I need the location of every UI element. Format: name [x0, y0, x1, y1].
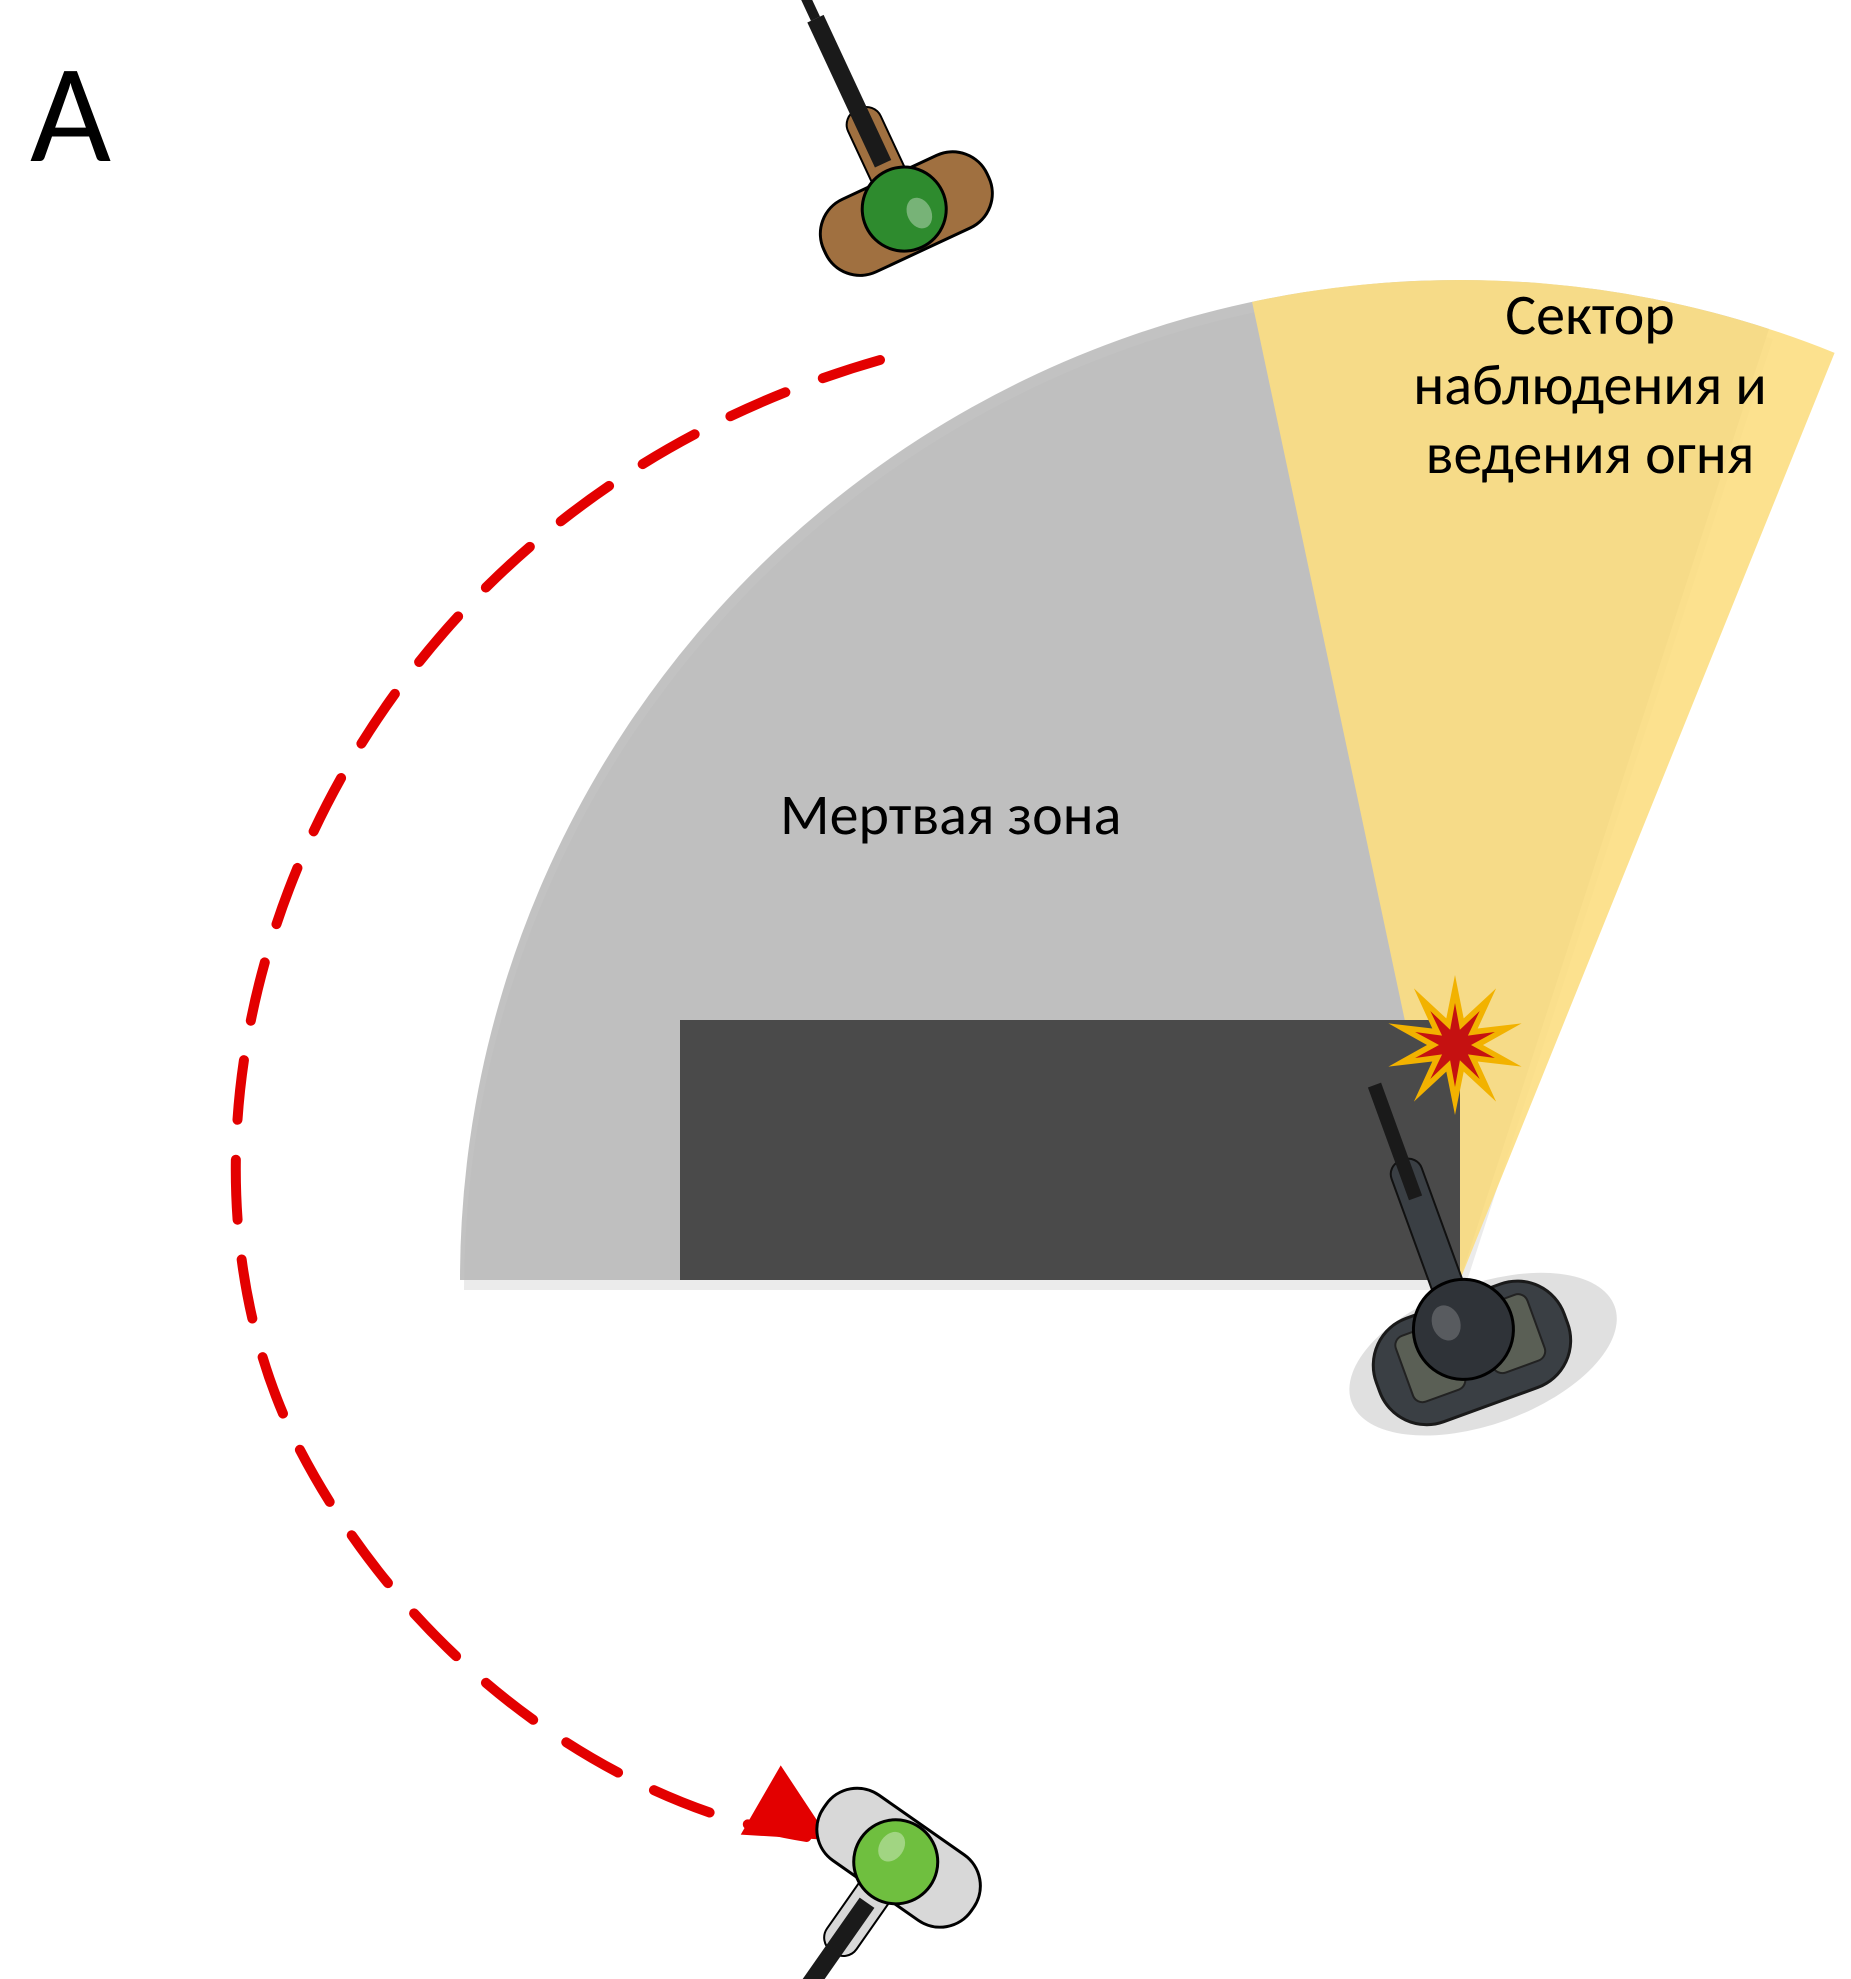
enemy-top-soldier — [664, 0, 1005, 288]
obstacle-rect — [680, 1020, 1460, 1280]
fire-sector-label: Секторнаблюдения иведения огня — [1380, 280, 1800, 489]
panel-letter: А — [30, 30, 111, 198]
dead-zone-label: Мертвая зона — [780, 780, 1121, 850]
